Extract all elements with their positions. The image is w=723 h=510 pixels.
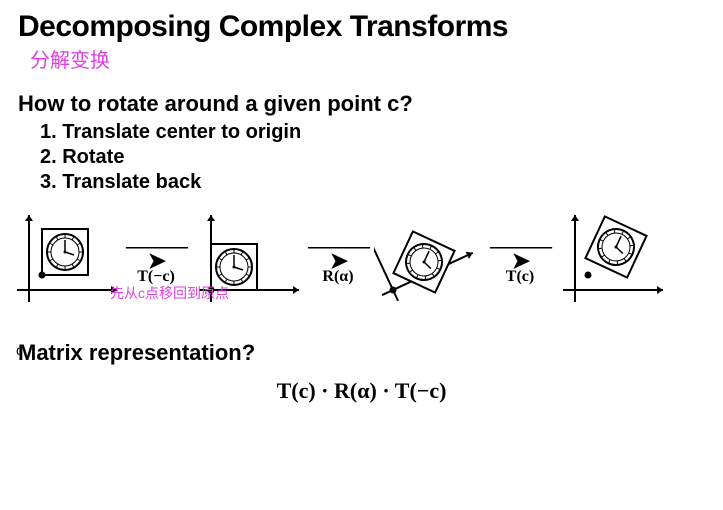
arrow-2: ———➤ R(α) [308,238,368,287]
arrow-2-label: R(α) [308,268,368,286]
step-2: 2. Rotate [40,146,723,169]
matrix-formula: T(c) · R(α) · T(−c) [0,378,723,404]
diagram-panel-1 [10,212,120,312]
matrix-question: Matrix representation? [18,340,723,366]
arrow-3: ———➤ T(c) [490,238,550,287]
subtitle-chinese: 分解变换 [30,44,723,73]
diagram-panel-3 [374,212,484,312]
arrow-icon: ———➤ [490,238,550,269]
annotation-chinese: 先从c点移回到原点 [110,283,229,303]
c-label: c [16,342,23,358]
arrow-icon: ———➤ [126,238,186,269]
arrow-1: ———➤ T(−c) [126,238,186,287]
page-title: Decomposing Complex Transforms [18,10,723,44]
arrow-3-label: T(c) [490,268,550,286]
diagram-panel-4 [556,212,666,312]
step-1: 1. Translate center to origin [40,121,723,144]
arrow-icon: ———➤ [308,238,368,269]
question-text: How to rotate around a given point c? [18,91,723,117]
step-3: 3. Translate back [40,171,723,194]
